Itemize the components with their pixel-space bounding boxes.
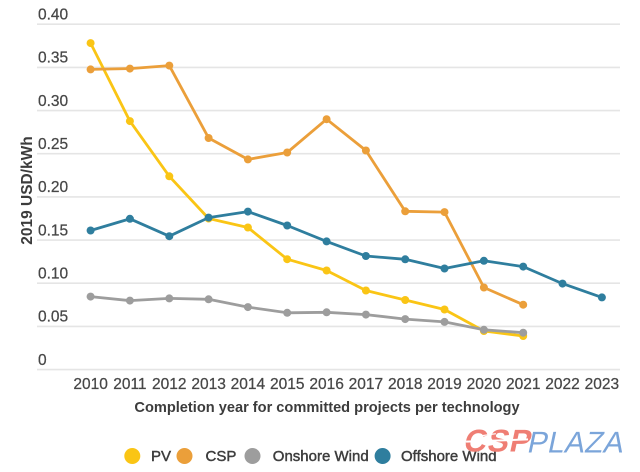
svg-text:CSP: CSP	[206, 448, 237, 465]
svg-text:Offshore Wind: Offshore Wind	[401, 448, 497, 465]
svg-text:0.35: 0.35	[38, 50, 68, 67]
svg-text:2021: 2021	[506, 376, 540, 393]
svg-text:0.30: 0.30	[38, 93, 69, 110]
svg-text:2017: 2017	[349, 376, 383, 393]
svg-text:0.05: 0.05	[38, 309, 68, 326]
svg-text:2011: 2011	[113, 376, 146, 393]
svg-text:0.25: 0.25	[38, 136, 68, 153]
svg-text:2020: 2020	[467, 376, 502, 393]
svg-text:0.20: 0.20	[38, 179, 69, 196]
svg-text:PLAZA: PLAZA	[525, 427, 629, 460]
svg-text:2010: 2010	[73, 376, 108, 393]
svg-text:2012: 2012	[152, 376, 186, 393]
svg-text:0.15: 0.15	[38, 222, 68, 239]
svg-text:Onshore Wind: Onshore Wind	[273, 448, 369, 465]
svg-text:0.10: 0.10	[38, 265, 69, 282]
svg-text:PV: PV	[151, 448, 171, 465]
svg-text:2022: 2022	[545, 376, 579, 393]
svg-text:2018: 2018	[388, 376, 422, 393]
svg-text:2019: 2019	[427, 376, 461, 393]
svg-text:2015: 2015	[270, 376, 304, 393]
svg-text:2016: 2016	[309, 376, 343, 393]
svg-text:2013: 2013	[191, 376, 225, 393]
svg-text:2014: 2014	[231, 376, 266, 393]
svg-text:0: 0	[38, 352, 47, 369]
svg-text:2019 USD/kWh: 2019 USD/kWh	[19, 136, 36, 245]
svg-text:Completion year for committed: Completion year for committed projects p…	[134, 400, 520, 416]
svg-text:0.40: 0.40	[38, 6, 69, 23]
svg-text:2023: 2023	[585, 376, 619, 393]
